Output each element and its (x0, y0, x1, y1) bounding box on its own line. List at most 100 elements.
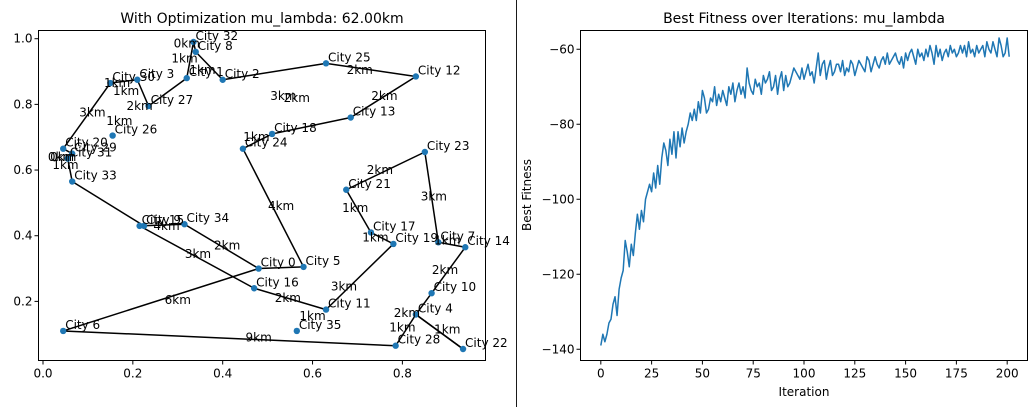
route-segment (345, 151, 426, 191)
city-label: City 1 (189, 65, 224, 79)
city-point (255, 265, 262, 272)
edge-distance-label: 2km (367, 163, 393, 177)
route-segment (222, 62, 327, 81)
edge-distance-label: 0km (174, 37, 200, 51)
city-point (107, 79, 114, 87)
city-label: City 8 (198, 39, 233, 53)
city-label: City 22 (465, 336, 508, 350)
x-tick-label: 0.2 (123, 367, 142, 381)
city-label: City 10 (434, 280, 477, 294)
fitness-series-line (600, 37, 1010, 346)
route-segment (242, 148, 305, 268)
city-point (183, 74, 190, 82)
city-point (190, 38, 197, 46)
city-point (293, 327, 301, 335)
y-tick-label: −60 (549, 42, 574, 56)
route-segment (415, 313, 464, 350)
city-label: City 31 (70, 146, 113, 160)
edge-distance-label: 3km (79, 106, 105, 120)
city-point (412, 73, 420, 80)
x-tick-label: 0.8 (393, 367, 412, 381)
route-segment (325, 243, 394, 311)
edge-distance-label: 6km (165, 293, 191, 307)
edge-distance-label: 1km (299, 309, 325, 323)
city-label: City 16 (256, 275, 299, 289)
route-segment (424, 151, 440, 243)
y-tick-label: 0.6 (13, 163, 32, 177)
city-point (300, 263, 307, 271)
city-point (109, 132, 116, 139)
route-segment (271, 116, 351, 135)
edge-distance-label: 2km (275, 291, 301, 305)
y-tick-label: −80 (549, 117, 574, 131)
city-point (343, 186, 350, 193)
city-point (367, 229, 375, 236)
city-label: City 2 (225, 67, 260, 81)
city-point (181, 221, 188, 228)
x-tick-label: 0.6 (303, 367, 322, 381)
y-tick-label: 1.0 (13, 32, 32, 46)
city-label: City 20 (65, 136, 108, 150)
x-tick-label: 125 (843, 367, 866, 381)
edge-distance-label: 2km (214, 239, 240, 253)
x-tick-label: 0 (597, 367, 605, 381)
y-tick-label: 0.8 (13, 97, 32, 111)
edge-distance-label: 3km (421, 189, 447, 203)
city-label: City 35 (299, 318, 342, 332)
city-label: City 17 (373, 219, 416, 233)
city-point (219, 76, 226, 83)
edge-distance-label: 4km (153, 219, 179, 233)
x-tick-label: 50 (695, 367, 710, 381)
route-segment (148, 77, 188, 107)
route-segment (184, 223, 260, 270)
route-segment (370, 231, 394, 245)
city-label: City 28 (398, 333, 441, 347)
edge-distance-label: 1km (389, 321, 415, 335)
edge-distance-label: 1km (104, 76, 130, 90)
x-tick-label: 175 (945, 367, 968, 381)
route-segment (253, 287, 327, 311)
fitness-chart-title: Best Fitness over Iterations: mu_lambda (663, 11, 945, 27)
edge-distance-label: 0km (50, 150, 76, 164)
route-segment (195, 51, 224, 81)
city-point (347, 114, 354, 121)
city-point (239, 145, 247, 152)
city-label: City 23 (427, 139, 470, 153)
route-segment (66, 158, 73, 182)
fitness-chart: Best Fitness over Iterations: mu_lambda … (520, 11, 1028, 399)
y-tick-label: −120 (542, 267, 575, 281)
city-point (322, 60, 330, 67)
city-labels: City 0 City 2 City 3 City 4 City 5 City 6 City… (65, 29, 510, 350)
edge-distance-label: 1km (113, 84, 139, 98)
city-label: City 15 (142, 213, 185, 227)
edge-distance-labels: 1km1km2km1km3km0km1km1km3km2km2km2km1km0… (48, 37, 461, 345)
edge-distance-label: 1km (342, 201, 368, 215)
edge-distance-label: 1km (52, 158, 78, 172)
city-point (60, 145, 67, 152)
route-segment (71, 180, 145, 227)
fitness-y-axis-ticks: −140 −120 −100 −80 −60 (542, 42, 581, 356)
route-segment (139, 225, 255, 289)
city-label: City 21 (348, 177, 391, 191)
edge-distance-label: 2km (432, 263, 458, 277)
edge-distance-label: 2km (126, 99, 152, 113)
route-segment (186, 41, 195, 79)
city-label: City 14 (467, 234, 510, 248)
route-segment (136, 79, 150, 107)
route-segment (350, 75, 417, 119)
route-y-axis-ticks: 0.2 0.4 0.6 0.8 1.0 (13, 32, 39, 308)
city-point (192, 48, 199, 56)
city-label: City 12 (418, 63, 461, 77)
edge-distance-label: 1km (106, 114, 132, 128)
edge-distance-label: 3km (331, 280, 357, 294)
city-point (268, 130, 276, 138)
city-label: City 13 (353, 105, 396, 119)
city-point (145, 102, 152, 110)
city-label: City 26 (115, 123, 158, 137)
y-tick-label: −100 (542, 192, 575, 206)
city-point (68, 150, 76, 157)
city-label: City 6 (65, 318, 100, 332)
x-tick-label: 0.0 (33, 367, 52, 381)
route-segment (325, 62, 416, 78)
